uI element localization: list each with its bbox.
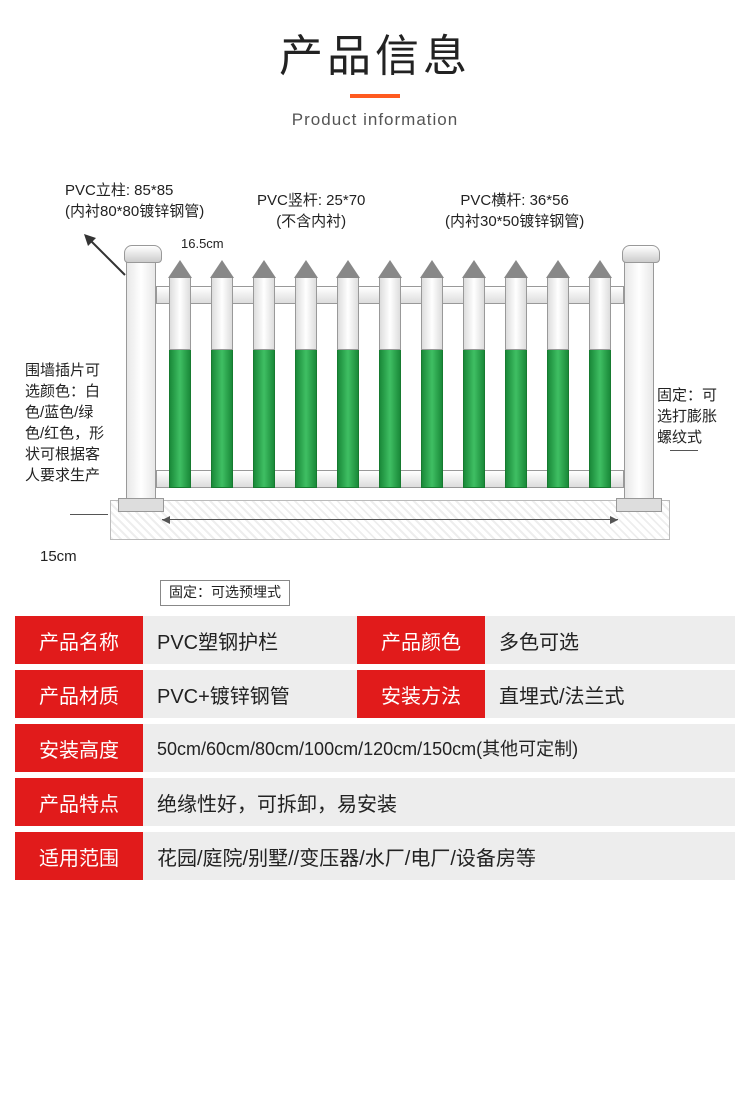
picket: [210, 260, 234, 488]
picket: [420, 260, 444, 488]
picket: [546, 260, 570, 488]
dim-depth: [70, 514, 108, 515]
spec-value: PVC+镀锌钢管: [143, 670, 357, 718]
spec-label: 安装方法: [357, 670, 485, 718]
picket: [252, 260, 276, 488]
spec-row: 安装高度50cm/60cm/80cm/100cm/120cm/150cm(其他可…: [15, 724, 735, 772]
picket: [168, 260, 192, 488]
spec-label: 适用范围: [15, 832, 143, 880]
spec-value: PVC塑钢护栏: [143, 616, 357, 664]
post-base-left: [118, 498, 164, 512]
callout-depth: 15cm: [40, 546, 77, 567]
picket: [504, 260, 528, 488]
spec-row: 产品名称PVC塑钢护栏产品颜色多色可选: [15, 616, 735, 664]
header: 产品信息 Product information: [0, 0, 750, 130]
picket: [588, 260, 612, 488]
spec-value: 50cm/60cm/80cm/100cm/120cm/150cm(其他可定制): [143, 724, 735, 772]
spec-label: 产品材质: [15, 670, 143, 718]
spec-row: 适用范围花园/庭院/别墅//变压器/水厂/电厂/设备房等: [15, 832, 735, 880]
fence-drawing: [110, 250, 670, 540]
post-right: [624, 260, 654, 500]
picket: [294, 260, 318, 488]
callout-colors: 围墙插片可选颜色：白色/蓝色/绿色/红色，形状可根据客人要求生产: [25, 360, 105, 486]
spec-label: 产品颜色: [357, 616, 485, 664]
spec-label: 产品名称: [15, 616, 143, 664]
title-underline: [350, 94, 400, 98]
title-en: Product information: [0, 110, 750, 130]
callout-picket: PVC竖杆: 25*70 (不含内衬): [257, 190, 365, 232]
spec-label: 安装高度: [15, 724, 143, 772]
pickets: [168, 260, 612, 488]
picket: [336, 260, 360, 488]
leader-right: [670, 450, 698, 451]
spec-value: 多色可选: [485, 616, 735, 664]
spec-value: 花园/庭院/别墅//变压器/水厂/电厂/设备房等: [143, 832, 735, 880]
title-cn: 产品信息: [0, 20, 750, 84]
picket: [378, 260, 402, 488]
spec-label: 产品特点: [15, 778, 143, 826]
picket: [462, 260, 486, 488]
callout-post: PVC立柱: 85*85 (内衬80*80镀锌钢管): [65, 180, 204, 222]
fence-diagram: PVC立柱: 85*85 (内衬80*80镀锌钢管) PVC竖杆: 25*70 …: [25, 190, 725, 610]
spec-value: 绝缘性好，可拆卸，易安装: [143, 778, 735, 826]
callout-rail: PVC横杆: 36*56 (内衬30*50镀锌钢管): [445, 190, 584, 232]
spec-value: 直埋式/法兰式: [485, 670, 735, 718]
ground: [110, 500, 670, 540]
callout-bury: 固定：可选预埋式: [160, 580, 290, 606]
post-base-right: [616, 498, 662, 512]
dim-width: [162, 519, 618, 520]
spec-row: 产品特点绝缘性好，可拆卸，易安装: [15, 778, 735, 826]
spec-row: 产品材质PVC+镀锌钢管安装方法直埋式/法兰式: [15, 670, 735, 718]
spec-table: 产品名称PVC塑钢护栏产品颜色多色可选产品材质PVC+镀锌钢管安装方法直埋式/法…: [15, 616, 735, 880]
post-left: [126, 260, 156, 500]
